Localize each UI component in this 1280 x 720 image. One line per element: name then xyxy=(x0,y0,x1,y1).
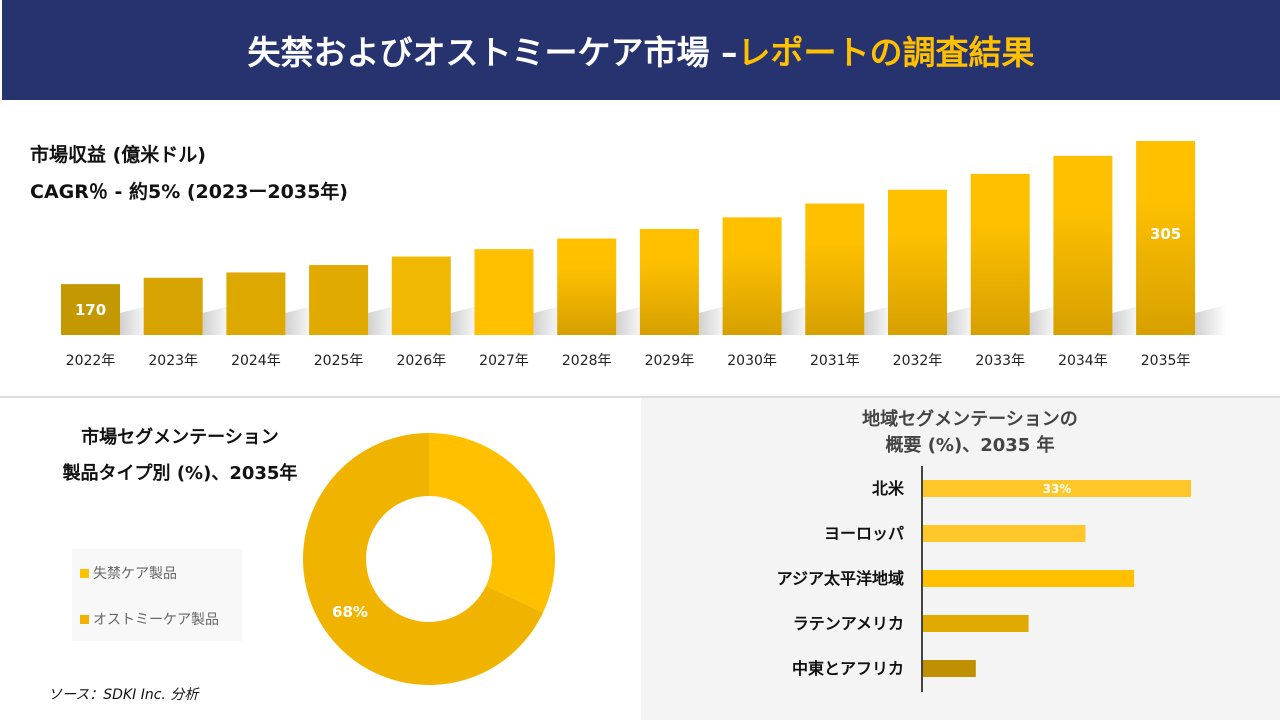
x-tick-label: 2028年 xyxy=(562,353,612,369)
legend-label: 失禁ケア製品 xyxy=(93,566,177,582)
donut-title: 市場セグメンテーション xyxy=(81,427,279,448)
region-data-label: 33% xyxy=(1043,482,1072,496)
revenue-bar xyxy=(1053,155,1113,335)
x-tick-label: 2027年 xyxy=(479,353,529,369)
bar-shadow xyxy=(202,305,234,335)
x-tick-label: 2022年 xyxy=(66,353,116,369)
revenue-bar xyxy=(639,229,699,335)
x-tick-label: 2032年 xyxy=(893,353,943,369)
revenue-bar xyxy=(391,256,451,335)
revenue-bar xyxy=(226,272,286,335)
bar-shadow xyxy=(285,305,317,335)
bar-shadow xyxy=(698,305,730,335)
revenue-bar xyxy=(474,249,534,335)
region-label: ヨーロッパ xyxy=(824,524,904,543)
title-main: 失禁およびオストミーケア市場 – xyxy=(247,33,738,72)
region-label: アジア太平洋地域 xyxy=(777,569,904,588)
region-bar xyxy=(923,660,976,677)
x-tick-label: 2034年 xyxy=(1058,353,1108,369)
revenue-bar xyxy=(1136,141,1196,335)
x-tick-label: 2029年 xyxy=(645,353,695,369)
region-title: 地域セグメンテーションの xyxy=(862,409,1078,430)
donut-subtitle: 製品タイプ別 (%)、2035年 xyxy=(62,463,298,484)
region-bar xyxy=(923,615,1029,632)
legend-item: オストミーケア製品 xyxy=(80,609,219,629)
legend-swatch xyxy=(80,568,89,578)
legend-swatch xyxy=(80,614,89,624)
revenue-bar xyxy=(888,189,947,335)
revenue-bar xyxy=(722,217,782,335)
revenue-bar xyxy=(143,277,203,335)
revenue-bar xyxy=(309,265,369,335)
revenue-bar xyxy=(805,203,865,335)
cagr-text: CAGR％ - 約5% (2023ー2035年) xyxy=(30,181,348,203)
revenue-bar-chart: 2022年 170 2023年 2024年 2025年 2026年 2027年 2028年 20… xyxy=(61,141,1227,369)
bar-shadow xyxy=(1029,305,1061,335)
legend-item: 失禁ケア製品 xyxy=(80,563,177,583)
title-accent: レポートの調査結果 xyxy=(737,33,1035,72)
region-bar xyxy=(923,570,1135,587)
bar-data-label: 305 xyxy=(1150,225,1181,243)
region-label: 中東とアフリカ xyxy=(792,659,904,678)
region-subtitle: 概要 (%)、2035 年 xyxy=(885,435,1055,456)
revenue-bar xyxy=(557,238,617,335)
x-tick-label: 2030年 xyxy=(727,353,777,369)
bar-shadow xyxy=(450,305,482,335)
donut-slice xyxy=(303,433,544,685)
x-tick-label: 2024年 xyxy=(231,353,281,369)
bar-shadow xyxy=(1112,305,1144,335)
bar-shadow xyxy=(120,305,151,335)
x-tick-label: 2033年 xyxy=(975,353,1025,369)
x-tick-label: 2025年 xyxy=(314,353,364,369)
legend-label: オストミーケア製品 xyxy=(93,612,219,628)
x-tick-label: 2031年 xyxy=(810,353,860,369)
revenue-bar xyxy=(61,284,120,335)
region-bar xyxy=(923,525,1086,542)
bar-shadow xyxy=(864,305,896,335)
donut-chart: 68% xyxy=(303,433,555,685)
donut-legend: 失禁ケア製品 オストミーケア製品 xyxy=(72,549,242,641)
source-note: ソース：SDKI Inc. 分析 xyxy=(48,687,199,703)
bar-data-label: 170 xyxy=(75,301,106,319)
bar-shadow xyxy=(533,305,565,335)
x-tick-label: 2026年 xyxy=(396,353,446,369)
revenue-title: 市場収益 (億米ドル) xyxy=(30,144,206,166)
donut-data-label: 68% xyxy=(332,603,368,621)
region-label: ラテンアメリカ xyxy=(793,614,904,633)
divider xyxy=(0,396,1280,398)
bar-shadow xyxy=(781,305,813,335)
bar-shadow xyxy=(947,305,978,335)
bar-shadow xyxy=(1195,305,1227,335)
region-bar xyxy=(923,480,1191,497)
x-tick-label: 2035年 xyxy=(1141,353,1191,369)
revenue-bar xyxy=(970,173,1030,335)
bar-shadow xyxy=(368,305,400,335)
bar-shadow xyxy=(616,305,648,335)
region-label: 北米 xyxy=(872,479,905,498)
donut-slice xyxy=(429,433,555,613)
x-tick-label: 2023年 xyxy=(148,353,198,369)
header-banner: 失禁およびオストミーケア市場 – レポートの調査結果 xyxy=(2,0,1280,100)
